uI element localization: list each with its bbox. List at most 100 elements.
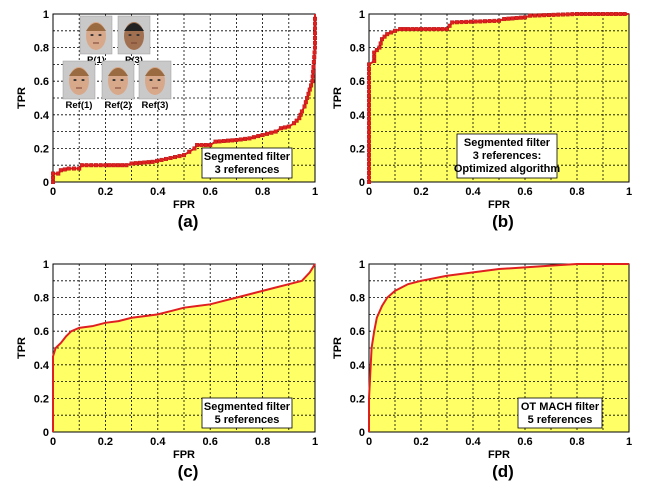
x-tick-label: 0.4 xyxy=(150,186,166,198)
roc-point xyxy=(380,37,385,42)
roc-point xyxy=(423,27,428,32)
roc-point xyxy=(93,163,98,168)
y-tick-label: 0.8 xyxy=(350,293,365,305)
roc-point xyxy=(367,103,372,108)
roc-point xyxy=(450,20,455,25)
roc-point xyxy=(502,17,507,22)
roc-point xyxy=(208,143,213,148)
roc-point xyxy=(120,163,125,168)
roc-point xyxy=(367,166,372,171)
roc-point xyxy=(302,104,307,109)
y-axis-label: TPR xyxy=(16,337,28,359)
roc-point xyxy=(372,50,377,55)
annotation-line: 5 references xyxy=(528,414,593,426)
roc-point xyxy=(311,60,316,65)
roc-point xyxy=(367,85,372,90)
y-tick-label: 0.8 xyxy=(34,293,49,305)
roc-point xyxy=(367,75,372,80)
annotation-box xyxy=(201,147,293,179)
y-axis-label: TPR xyxy=(16,87,28,109)
roc-point xyxy=(146,160,151,165)
roc-point xyxy=(56,171,61,176)
roc-point xyxy=(406,27,411,32)
roc-point xyxy=(393,28,398,33)
face-thumbnail xyxy=(62,60,96,100)
roc-point xyxy=(282,125,287,130)
roc-point xyxy=(601,11,606,16)
roc-point xyxy=(419,27,424,32)
y-tick-label: 0.4 xyxy=(350,110,366,122)
roc-point xyxy=(389,30,394,35)
roc-point xyxy=(217,139,222,144)
x-tick-label: 0.2 xyxy=(413,186,428,198)
roc-point xyxy=(260,132,265,137)
roc-point xyxy=(164,156,169,161)
x-tick-label: 1 xyxy=(312,186,318,198)
x-tick-label: 0.4 xyxy=(465,436,481,448)
roc-point xyxy=(168,155,173,160)
roc-point xyxy=(251,135,256,140)
roc-point xyxy=(203,143,208,148)
roc-point xyxy=(367,107,372,112)
roc-point xyxy=(367,179,372,184)
roc-point xyxy=(226,138,231,143)
x-tick-label: 0.4 xyxy=(465,186,481,198)
roc-point xyxy=(402,27,407,32)
panel-1: 0 0.2 0.4 0.6 0.8 1 0 0.2 0.4 0.6 0.8 1 FPR TPR (b) Seg… xyxy=(332,9,632,231)
roc-point xyxy=(565,12,570,17)
annotation-line: Optimized algorithm xyxy=(454,163,561,175)
roc-point xyxy=(596,11,601,16)
x-tick-label: 0.6 xyxy=(517,436,532,448)
roc-point xyxy=(609,11,614,16)
x-tick-label: 0.8 xyxy=(255,436,270,448)
panel-0: 0 0.2 0.4 0.6 0.8 1 0 0.2 0.4 0.6 0.8 1 FPR TPR (a) Seg… xyxy=(16,9,318,231)
roc-point xyxy=(367,66,372,71)
roc-point xyxy=(310,74,315,79)
roc-point xyxy=(514,16,519,21)
roc-point xyxy=(464,19,469,24)
x-tick-label: 0 xyxy=(366,186,372,198)
x-tick-label: 0.8 xyxy=(569,436,584,448)
panel-3: 0 0.2 0.4 0.6 0.8 1 0 0.2 0.4 0.6 0.8 1 FPR TPR (d) OT … xyxy=(332,259,632,481)
roc-point xyxy=(133,161,138,166)
x-tick-label: 0.6 xyxy=(203,186,218,198)
y-tick-label: 1 xyxy=(359,259,365,271)
roc-point xyxy=(58,168,63,173)
roc-point xyxy=(303,100,308,105)
roc-point xyxy=(77,166,82,171)
x-tick-label: 0.2 xyxy=(98,186,113,198)
roc-point xyxy=(313,26,318,31)
x-tick-label: 1 xyxy=(626,186,632,198)
roc-point xyxy=(528,13,533,18)
roc-point xyxy=(187,149,192,154)
roc-curve xyxy=(368,263,629,432)
roc-point xyxy=(51,175,56,180)
roc-point xyxy=(367,98,372,103)
y-tick-label: 1 xyxy=(43,259,49,271)
roc-point xyxy=(473,19,478,24)
roc-point xyxy=(313,16,318,21)
axes-frame xyxy=(52,263,316,433)
roc-point xyxy=(506,16,511,21)
roc-point xyxy=(367,148,372,153)
roc-point xyxy=(297,116,302,121)
roc-point xyxy=(234,137,239,142)
roc-point xyxy=(377,45,382,50)
roc-point xyxy=(137,160,142,165)
roc-point xyxy=(367,112,372,117)
roc-point xyxy=(367,116,372,121)
x-tick-label: 0 xyxy=(366,436,372,448)
annotation-line: Segmented filter xyxy=(464,137,551,149)
roc-point xyxy=(89,163,94,168)
y-tick-label: 0.2 xyxy=(34,143,49,155)
y-tick-label: 0.2 xyxy=(350,393,365,405)
y-axis-label: TPR xyxy=(332,87,344,109)
annotation-line: OT MACH filter xyxy=(521,401,600,413)
roc-point xyxy=(313,21,318,26)
roc-point xyxy=(367,89,372,94)
roc-point xyxy=(367,139,372,144)
y-tick-label: 0.8 xyxy=(34,43,49,55)
roc-point xyxy=(622,11,627,16)
roc-point xyxy=(313,36,318,41)
